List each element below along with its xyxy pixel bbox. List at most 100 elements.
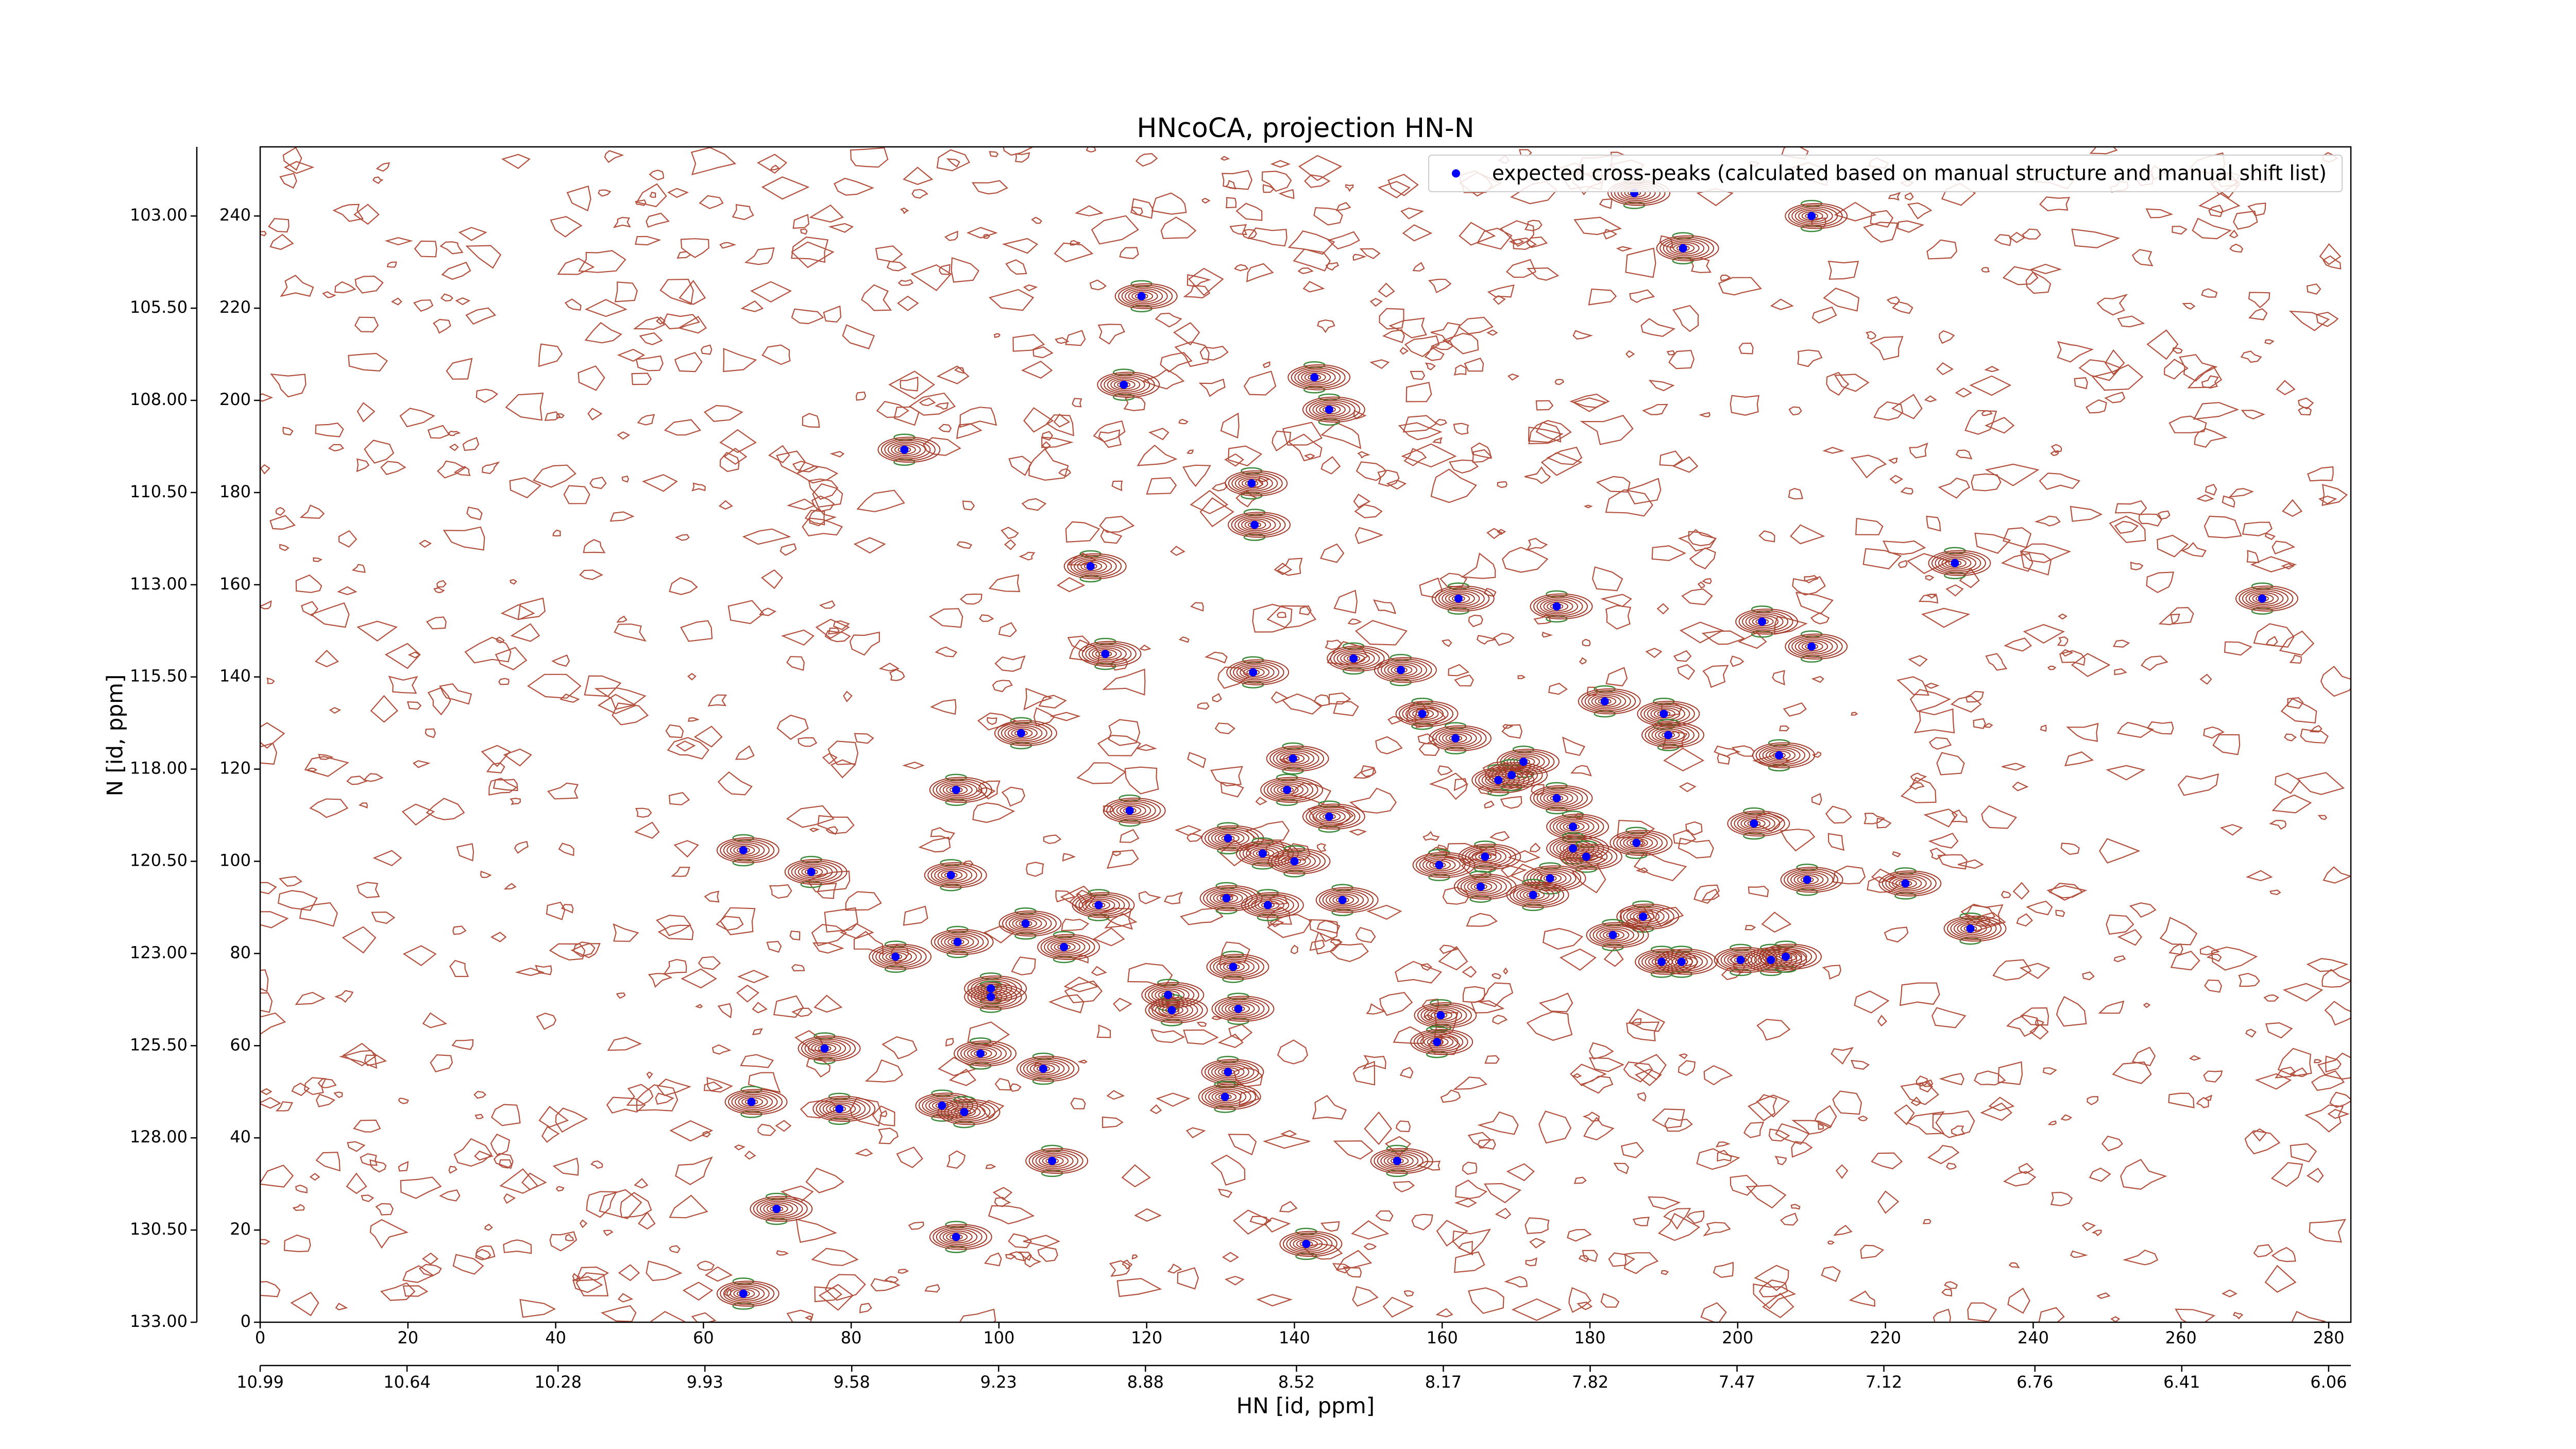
noise-contour (2272, 541, 2296, 555)
peak-contour (1751, 950, 1798, 970)
noise-contour (279, 544, 290, 551)
noise-contour (924, 1284, 940, 1293)
noise-contour (2282, 983, 2324, 1002)
noise-contour (295, 1184, 308, 1193)
noise-contour (1985, 463, 2040, 486)
noise-contour (1967, 1302, 1997, 1322)
noise-contour (1448, 664, 1470, 677)
noise-contour (1245, 821, 1290, 841)
noise-contour (1737, 632, 1767, 649)
peak-contour (1374, 1149, 1429, 1172)
noise-contour (2001, 890, 2011, 899)
peak-contour (1533, 595, 1588, 618)
peak-contour (1274, 783, 1304, 797)
peak-contour (1653, 709, 1675, 719)
noise-contour (578, 250, 626, 273)
noise-contour (1333, 589, 1358, 614)
peak-marker (1325, 405, 1333, 414)
noise-contour (979, 1100, 1005, 1119)
noise-contour (1596, 476, 1631, 493)
peak-contour (1523, 890, 1545, 900)
noise-contour (2158, 613, 2180, 626)
noise-contour (1821, 1266, 1841, 1282)
peak-contour (1306, 805, 1361, 828)
peak-contour (1293, 1237, 1323, 1251)
noise-contour (824, 630, 851, 643)
noise-contour (998, 622, 1017, 637)
noise-contour (2325, 1055, 2342, 1073)
noise-contour (1279, 1201, 1298, 1212)
noise-contour (811, 923, 847, 947)
noise-contour (2232, 1311, 2244, 1320)
noise-contour (315, 1093, 335, 1107)
noise-contour (872, 1105, 895, 1126)
noise-contour (759, 608, 777, 616)
noise-contour (283, 1234, 311, 1253)
peak-contour (887, 442, 926, 458)
peak-contour (1759, 745, 1806, 765)
noise-contour (2091, 1229, 2102, 1237)
noise-contour (667, 737, 709, 760)
peak-marker (946, 871, 955, 880)
noise-contour (1855, 517, 1884, 535)
noise-contour (1580, 415, 1634, 445)
peak-contour (1730, 812, 1785, 835)
noise-contour (1127, 963, 1173, 988)
peak-contour (1417, 1032, 1464, 1052)
noise-contour (589, 477, 607, 490)
noise-contour (2179, 354, 2218, 382)
peak-contour (1794, 638, 1833, 655)
noise-contour (399, 408, 435, 428)
noise-contour (425, 728, 436, 738)
noise-contour (805, 1167, 844, 1193)
noise-contour (2172, 347, 2183, 354)
peak-contour (1128, 290, 1158, 303)
y-tick-label: 80 (230, 942, 251, 962)
noise-contour (769, 164, 780, 171)
peak-marker (1758, 617, 1767, 626)
noise-contour (633, 316, 666, 330)
noise-contour (789, 930, 801, 941)
noise-contour (2284, 733, 2297, 742)
peak-marker (1016, 729, 1025, 737)
y2-tick-label: 125.50 (130, 1035, 188, 1054)
peak-contour (1151, 1000, 1198, 1020)
peak-contour (724, 1089, 788, 1115)
noise-contour (269, 515, 296, 530)
noise-contour (1229, 224, 1248, 235)
peak-marker (987, 984, 995, 993)
peak-marker (1125, 806, 1134, 815)
noise-contour (1459, 222, 1496, 246)
noise-contour (369, 1219, 409, 1249)
peak-contour (788, 861, 843, 884)
peak-contour (884, 440, 931, 460)
noise-contour (669, 1245, 681, 1254)
peak-contour (1380, 1153, 1419, 1169)
noise-contour (1453, 778, 1467, 791)
noise-contour (1333, 1140, 1374, 1160)
noise-contour (353, 204, 380, 225)
noise-contour (2269, 820, 2287, 830)
peak-contour (1395, 701, 1459, 727)
noise-contour (1355, 926, 1376, 943)
noise-contour (1403, 1290, 1414, 1297)
noise-contour (1524, 466, 1551, 484)
noise-contour (1453, 423, 1469, 435)
peak-contour (1461, 845, 1516, 868)
noise-contour (1212, 693, 1222, 703)
noise-contour (430, 1054, 453, 1073)
peak-contour (1543, 791, 1573, 805)
noise-contour (2263, 994, 2279, 1002)
noise-contour (1818, 1123, 1824, 1130)
peak-contour (1340, 652, 1370, 665)
noise-contour (843, 690, 853, 702)
noise-contour (2029, 263, 2062, 274)
peak-contour (1775, 952, 1798, 962)
peak-contour (1941, 557, 1972, 570)
noise-contour (1951, 1125, 1965, 1136)
peak-marker (1552, 602, 1561, 611)
noise-contour (449, 443, 459, 451)
noise-contour (1287, 433, 1323, 462)
peak-contour (927, 864, 982, 887)
x-tick-label: 20 (397, 1328, 418, 1347)
